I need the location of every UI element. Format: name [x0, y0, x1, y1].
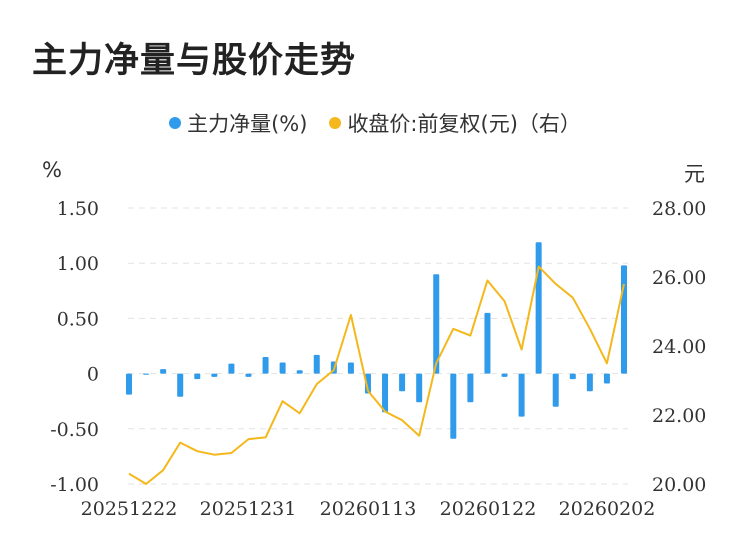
bar: [296, 370, 303, 374]
bar: [416, 373, 423, 403]
grid-lines: [128, 207, 628, 485]
right-axis-unit: 元: [684, 162, 705, 186]
bar: [621, 265, 627, 374]
bar: [467, 373, 474, 403]
left-tick-label: 1.00: [57, 253, 99, 275]
legend-dot-icon: [169, 117, 182, 129]
right-axis-ticks: 28.00 26.00 24.00 22.00 20.00: [652, 198, 706, 496]
right-tick-label: 24.00: [652, 336, 706, 358]
left-tick-label: 1.50: [57, 198, 99, 220]
right-tick-label: 26.00: [652, 267, 706, 289]
x-tick-label: 20251231: [200, 498, 297, 520]
x-tick-label: 20260113: [320, 498, 417, 520]
bar: [399, 373, 406, 392]
left-tick-label: -0.50: [50, 419, 99, 441]
bar: [194, 373, 201, 380]
legend-label: 收盘价:前复权(元)（右）: [347, 112, 581, 136]
x-axis-ticks: 20251222 20251231 20260113 20260122 20260202: [81, 498, 656, 520]
x-tick-label: 20251222: [81, 498, 178, 520]
bar: [262, 357, 269, 374]
left-tick-label: -1.00: [50, 474, 99, 496]
bar: [501, 373, 508, 377]
legend-dot-icon: [329, 117, 342, 129]
left-tick-label: 0.50: [57, 308, 99, 330]
legend-label: 主力净量(%): [187, 112, 308, 136]
left-tick-label: 0: [87, 364, 99, 386]
bar: [177, 373, 184, 397]
bar: [552, 373, 559, 407]
bar: [484, 312, 491, 374]
left-axis-unit: %: [42, 158, 62, 182]
bar: [382, 373, 389, 413]
x-tick-label: 20260202: [559, 498, 656, 520]
bar: [160, 369, 167, 374]
legend: 主力净量(%) 收盘价:前复权(元)（右）: [0, 108, 750, 138]
bar: [143, 373, 150, 375]
bar-series: [126, 242, 627, 439]
price-line: [128, 265, 625, 485]
bar: [228, 363, 235, 374]
right-tick-label: 22.00: [652, 405, 706, 427]
bar: [586, 373, 593, 392]
x-tick-label: 20260122: [440, 498, 537, 520]
bar: [433, 274, 440, 374]
bar: [518, 373, 525, 417]
legend-item-close-price[interactable]: 收盘价:前复权(元)（右）: [329, 108, 581, 138]
right-tick-label: 28.00: [652, 198, 706, 220]
bar: [535, 242, 542, 374]
left-axis-ticks: 1.50 1.00 0.50 0 -0.50 -1.00: [50, 198, 99, 496]
bar: [450, 373, 457, 439]
bar: [126, 373, 132, 395]
bar: [211, 373, 218, 377]
bar: [279, 362, 286, 374]
right-tick-label: 20.00: [652, 474, 706, 496]
legend-item-net-volume[interactable]: 主力净量(%): [169, 108, 307, 138]
bar: [347, 362, 354, 374]
bar: [569, 373, 576, 380]
line-series: [128, 265, 625, 485]
bar: [313, 354, 320, 374]
chart-title: 主力净量与股价走势: [32, 41, 357, 81]
bar: [245, 373, 252, 377]
bar: [603, 373, 610, 384]
